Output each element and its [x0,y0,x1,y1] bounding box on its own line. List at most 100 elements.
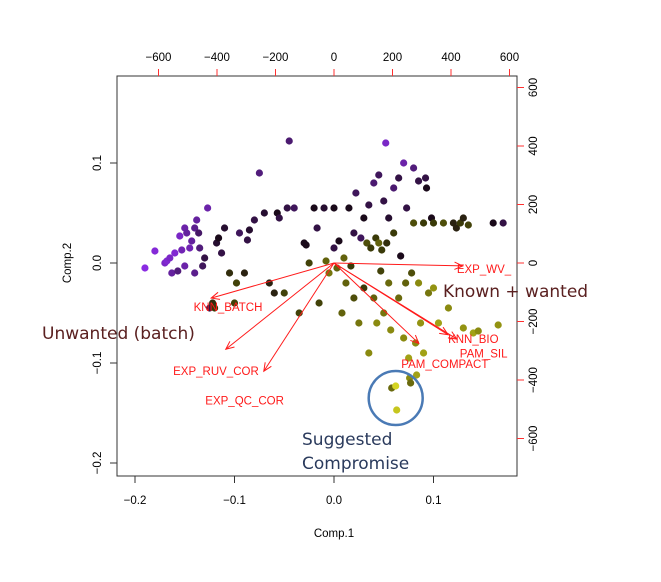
data-point [382,139,390,147]
data-point [365,201,373,209]
data-point [390,184,398,192]
data-point [225,269,234,277]
x-tick-label: 0.0 [326,495,342,507]
arrows-layer [209,261,464,373]
arrow-label: KNN_BATCH [194,302,263,314]
data-point [151,247,159,255]
data-point [191,224,199,232]
data-point [459,324,467,332]
data-point [305,259,313,267]
data-point [232,279,241,287]
data-point [280,289,288,297]
data-point [494,321,502,329]
annotation-known-wanted: Known + wanted [443,282,588,302]
data-point [350,229,358,237]
data-point [419,219,428,227]
suggested-compromise-circle [367,369,424,427]
data-point [439,219,448,227]
plot-frame [116,75,518,477]
data-point [378,246,386,254]
data-point [322,257,330,265]
data-point [367,244,375,252]
data-point [235,229,244,237]
data-point [397,252,405,260]
data-point [141,264,149,272]
data-point [174,267,182,275]
data-point [310,204,318,212]
data-point [201,254,209,262]
data-point [434,319,443,327]
data-point [245,226,254,234]
data-point [429,284,438,292]
data-point [402,279,410,287]
data-point [195,229,203,237]
data-point [330,204,338,212]
data-point [320,204,328,212]
arrowhead [439,326,450,336]
right-tick-label: −400 [528,367,540,393]
data-point [347,262,355,270]
points-layer [141,137,507,414]
loading-arrow [225,262,335,350]
right-tick-label: 400 [528,136,540,155]
data-point [199,262,207,270]
data-point [421,174,430,182]
data-point [260,209,268,217]
data-point [385,279,393,287]
data-point [416,319,425,327]
top-tick-label: 0 [331,52,337,64]
right-tick-label: 200 [528,195,540,214]
top-tick-label: 200 [383,52,402,64]
top-tick-label: 400 [441,52,460,64]
top-tick-label: −200 [263,52,289,64]
data-point [412,371,421,379]
arrow-label: EXP_RUV_COR [173,366,259,378]
data-point [176,232,184,240]
data-point [285,137,293,145]
y-tick-label: −0.1 [92,352,104,375]
data-point [370,179,378,187]
data-point [345,204,353,212]
loading-arrow [333,262,458,340]
arrowhead [410,334,420,345]
data-point [387,326,395,334]
data-point [166,254,174,262]
labels-layer: EXP_WV_ KNN_BATCH EXP_RUV_COR EXP_QC_COR KNN… [173,264,512,408]
x-tick-label: −0.2 [124,495,147,507]
x-tick-label: 0.1 [426,495,442,507]
y-tick-label: 0.0 [92,255,104,271]
right-tick-label: 600 [528,78,540,97]
data-point [255,169,263,177]
annotation-compromise: Compromise [302,454,409,474]
data-point [178,246,186,254]
data-point [204,204,212,212]
data-point [459,214,467,222]
data-point [474,327,482,335]
data-point [414,177,423,185]
data-point [385,214,393,222]
arrowhead [209,291,221,300]
data-point [452,224,460,232]
right-tick-label: −600 [528,426,540,452]
data-point [217,249,226,257]
arrow-label: KNN_BIO [448,334,499,346]
data-point [377,267,385,275]
data-point [193,216,201,224]
data-point [240,269,249,277]
data-point [243,236,252,244]
x-tick-label: −0.1 [223,495,246,507]
data-point [403,204,411,212]
right-tick-label: 0 [528,260,540,266]
data-point [355,319,363,327]
right-tick-label: −200 [528,309,540,335]
top-tick-label: 600 [500,52,519,64]
data-point [270,289,278,297]
data-point [352,189,360,197]
arrow-label: EXP_WV_ [457,264,512,276]
data-point [283,204,291,212]
loading-arrow [333,262,420,344]
y-tick-label: 0.1 [92,155,104,171]
arrowhead [447,331,458,340]
data-point [407,379,415,387]
